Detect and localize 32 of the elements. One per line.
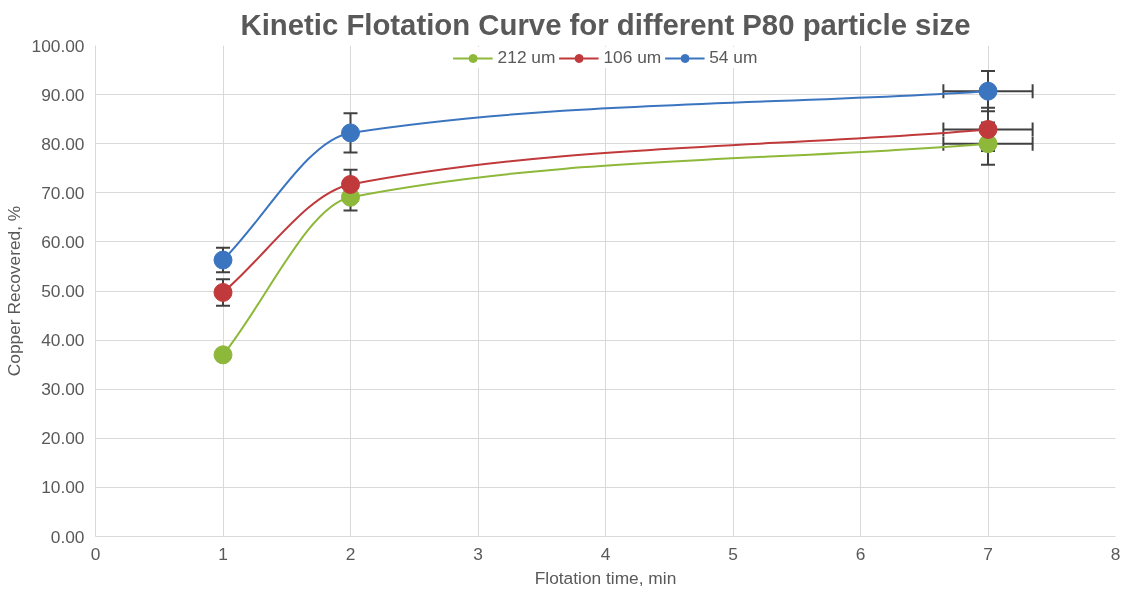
y-tick-label: 70.00 — [41, 182, 85, 203]
x-tick-label: 2 — [345, 543, 356, 564]
legend-label: 54 um — [709, 47, 758, 68]
x-tick-label: 1 — [218, 543, 228, 564]
chart-title: Kinetic Flotation Curve for different P80 particle size — [240, 7, 971, 41]
x-tick-label: 6 — [855, 543, 866, 564]
x-axis-title: Flotation time, min — [534, 567, 677, 588]
x-tick-label: 4 — [600, 543, 611, 564]
point — [213, 345, 233, 365]
y-tick-label: 40.00 — [41, 330, 85, 351]
point — [341, 123, 360, 143]
x-tick-label: 3 — [473, 543, 483, 564]
x-tick-label: 5 — [728, 543, 738, 564]
x-tick-label: 7 — [983, 543, 993, 564]
point — [978, 81, 998, 101]
y-tick-label: 30.00 — [41, 379, 85, 400]
y-tick-label: 100.00 — [31, 35, 85, 56]
legend-label: 212 um — [497, 47, 556, 68]
y-tick-label: 90.00 — [41, 84, 85, 105]
y-tick-label: 20.00 — [41, 428, 85, 449]
y-tick-label: 50.00 — [41, 281, 85, 301]
legend-label: 106 um — [603, 47, 662, 68]
x-tick-label: 0 — [90, 543, 101, 564]
point — [978, 119, 998, 139]
y-tick-label: 80.00 — [41, 133, 85, 154]
y-axis-title: Copper Recovered, % — [3, 205, 24, 377]
y-tick-label: 60.00 — [41, 231, 85, 252]
x-tick-label: 8 — [1110, 543, 1121, 564]
y-tick-label: 0.00 — [50, 526, 85, 547]
point — [341, 174, 360, 194]
point — [213, 282, 233, 302]
y-tick-label: 10.00 — [41, 477, 85, 498]
